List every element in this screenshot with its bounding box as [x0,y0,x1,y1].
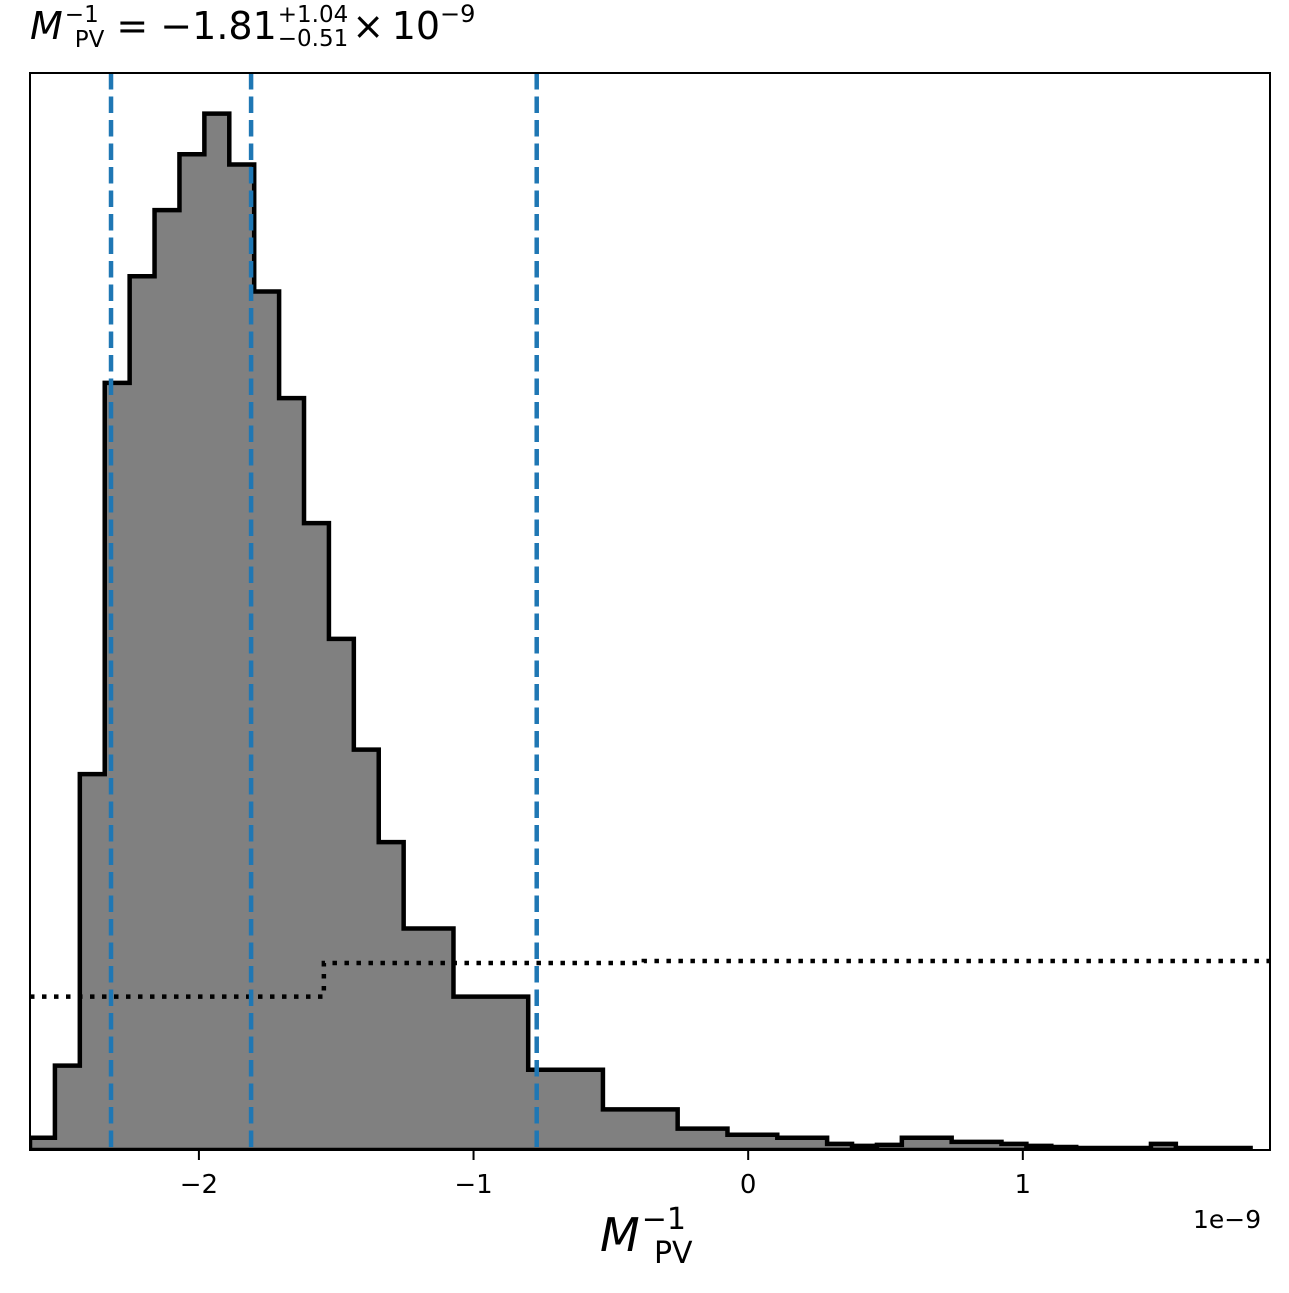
histogram-bar [628,1109,653,1150]
histogram-bar [603,1109,628,1150]
x-tick-label: −2 [180,1170,218,1200]
title-times: × [352,4,385,48]
histogram-bar [80,774,105,1150]
title-err-minus: −0.51 [277,25,349,52]
histogram-bar [55,1066,80,1150]
histogram-bar [503,997,528,1150]
title-superscript: −1 [64,2,99,28]
histogram-bar [329,639,354,1150]
histogram-bar [727,1135,752,1150]
title-power-base: 10 [391,4,441,48]
histogram-bar [453,997,478,1150]
xlabel-subscript: PV [653,1236,693,1271]
histogram-bar [578,1070,603,1150]
histogram-bar [703,1129,728,1150]
histogram-bar [379,842,404,1150]
title-err-plus: +1.04 [277,1,349,28]
title-errors: +1.04 −0.51 [278,3,348,51]
x-tick-label: 0 [740,1170,757,1200]
chart-title: M−1PV = −1.81 +1.04 −0.51 × 10−9 [30,0,475,53]
histogram-bar [553,1070,578,1150]
histogram-bar [155,210,180,1150]
x-tick-label: 1 [1015,1170,1032,1200]
histogram-bar [179,154,204,1150]
xlabel-superscript: −1 [641,1202,686,1237]
histogram-layer [30,111,1253,1150]
histogram-fill [30,113,1251,1150]
x-offset-label: 1e−9 [1193,1205,1262,1234]
histogram-bar [279,398,304,1150]
histogram-outline [30,111,1253,1150]
histogram-bar [254,291,279,1150]
x-ticks: −2 −1 0 1 [180,1150,1031,1200]
axes-frame [29,72,1271,1151]
histogram-bar [105,383,130,1150]
x-tick-label: −1 [454,1170,492,1200]
title-value: = −1.81 [104,4,277,48]
histogram-bar [478,997,503,1150]
histogram-bar [528,1070,553,1150]
histogram-bar [304,523,329,1150]
xlabel-symbol: M [600,1208,640,1262]
x-axis-label: M−1PV [600,1202,693,1271]
histogram-bar [653,1109,678,1150]
title-power-exp: −9 [440,0,476,28]
histogram-bar [752,1135,777,1150]
histogram-bar [678,1129,703,1150]
histogram-bar [130,276,155,1150]
histogram-bar [354,750,379,1150]
title-subscript: PV [74,27,105,53]
title-symbol: M [30,4,63,48]
quantile-layer [108,73,539,1150]
